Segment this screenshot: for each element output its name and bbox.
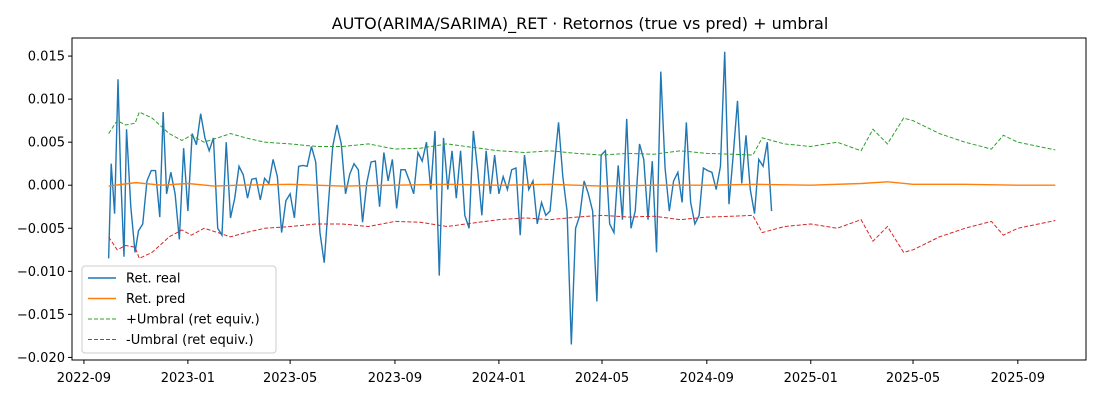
series-line-0	[107, 51, 773, 345]
y-tick-label: −0.005	[17, 222, 65, 237]
series-layer	[107, 51, 1056, 345]
series-line-1	[108, 181, 1056, 187]
y-tick-label: 0.010	[28, 93, 65, 108]
legend-label-3: -Umbral (ret equiv.)	[126, 333, 254, 348]
legend-label-1: Ret. pred	[126, 292, 185, 307]
y-tick-label: 0.015	[28, 50, 65, 65]
x-tick-label: 2022-09	[57, 371, 111, 386]
y-tick-label: −0.010	[17, 265, 65, 280]
x-tick-label: 2024-05	[575, 371, 629, 386]
y-tick-label: 0.005	[28, 136, 65, 151]
x-tick-label: 2023-01	[161, 371, 215, 386]
legend: Ret. real Ret. pred +Umbral (ret equiv.) -U…	[81, 265, 277, 354]
y-tick-label: 0.000	[28, 179, 65, 194]
y-tick-label: −0.020	[17, 351, 65, 366]
x-tick-label: 2025-09	[991, 371, 1045, 386]
legend-label-2: +Umbral (ret equiv.)	[126, 313, 260, 328]
x-tick-label: 2025-01	[784, 371, 838, 386]
y-tick-label: −0.015	[17, 308, 65, 323]
x-tick-label: 2024-01	[472, 371, 526, 386]
x-tick-label: 2023-09	[368, 371, 422, 386]
plot-frame	[71, 37, 1087, 361]
x-tick-label: 2024-09	[680, 371, 734, 386]
x-tick-label: 2023-05	[263, 371, 317, 386]
legend-box	[81, 265, 277, 354]
series-line-2	[108, 111, 1056, 156]
x-tick-label: 2025-05	[886, 371, 940, 386]
axis-layer: −0.020 −0.015 −0.010 −0.005 0.000 0.005 0.010 0…	[17, 50, 1045, 386]
chart-title: AUTO(ARIMA/SARIMA)_RET · Retornos (true …	[332, 14, 829, 34]
legend-label-0: Ret. real	[126, 272, 180, 287]
series-line-3	[108, 214, 1056, 260]
